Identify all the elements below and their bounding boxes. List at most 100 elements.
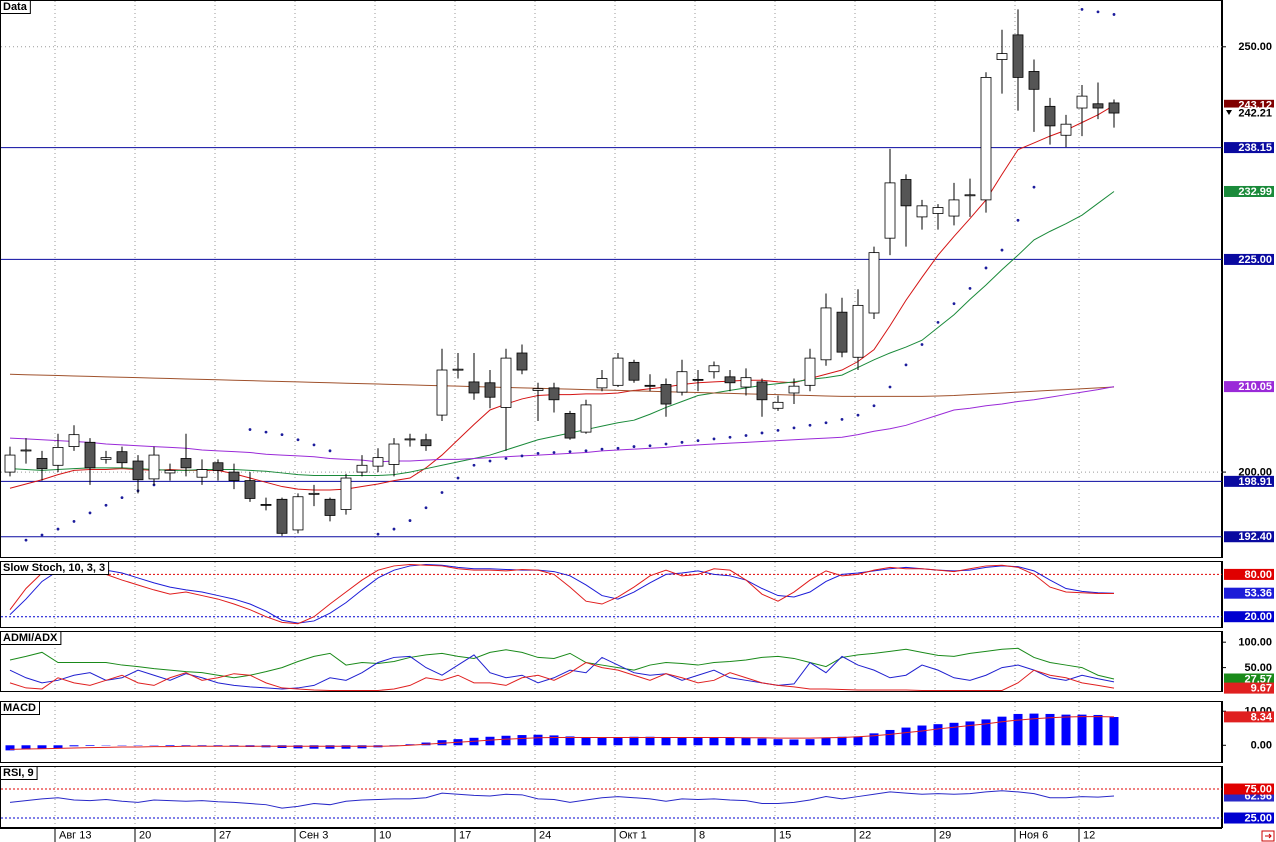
sar-dot (280, 433, 284, 437)
histogram-bar (725, 737, 735, 746)
x-tick-label: 8 (699, 829, 705, 841)
sar-dot (104, 503, 108, 507)
sar-dot (72, 520, 76, 523)
value-label-box (1224, 790, 1274, 802)
sar-dot (408, 519, 412, 522)
x-tick-label: 24 (539, 829, 551, 841)
histogram-bar (1109, 717, 1119, 746)
candle-body (692, 378, 704, 381)
sar-dot (392, 527, 396, 531)
candle-body (420, 439, 432, 447)
histogram-bar (165, 745, 175, 746)
histogram-bar (933, 724, 943, 746)
x-tick-label: 15 (779, 829, 791, 841)
sar-dot (456, 476, 460, 480)
sar-dot (488, 459, 492, 463)
value-label: 192.40 (1238, 531, 1272, 543)
sar-dot (568, 450, 572, 454)
x-tick-label: Окт 1 (619, 829, 647, 841)
candle-body (148, 454, 160, 480)
sar-dot (440, 491, 444, 494)
histogram-bar (821, 737, 831, 746)
histogram-bar (5, 745, 15, 751)
candle-body (884, 182, 896, 239)
candle-body (468, 381, 480, 394)
candle-body (804, 357, 816, 386)
candle-body (388, 443, 400, 465)
value-label-box (1224, 253, 1274, 265)
sar-dot (296, 438, 300, 442)
candle-body (1044, 105, 1056, 127)
candle-body (244, 480, 256, 499)
indicator-line (9, 790, 1115, 809)
candle-body (340, 477, 352, 510)
candle-body (916, 205, 928, 218)
value-label-box (1224, 812, 1274, 824)
sar-dot (24, 538, 28, 542)
histogram-bar (997, 716, 1007, 746)
sar-dot (552, 451, 556, 454)
histogram-bar (917, 725, 927, 746)
histogram-bar (485, 736, 495, 746)
candle-body (4, 454, 16, 473)
sar-dot (712, 437, 716, 441)
histogram-bar (613, 737, 623, 746)
histogram-bar (981, 719, 991, 746)
candle-body (516, 352, 528, 371)
histogram-bar (181, 745, 191, 746)
panel-title-box (0, 631, 62, 645)
candle-body (324, 498, 336, 516)
candle-body (52, 447, 64, 466)
value-label-box (1224, 568, 1274, 580)
value-label: 80.00 (1244, 569, 1272, 581)
candle-body (932, 207, 944, 214)
candle-body (228, 471, 240, 481)
candle-body (308, 492, 320, 495)
histogram-bar (1013, 713, 1023, 746)
candle-body (548, 387, 560, 401)
indicator-line (9, 191, 1115, 476)
histogram-bar (677, 737, 687, 746)
x-tick-label: 27 (219, 829, 231, 841)
sar-dot (536, 451, 540, 455)
sar-dot (312, 443, 316, 447)
value-label: 53.36 (1244, 588, 1272, 600)
histogram-bar (325, 745, 335, 749)
candle-body (868, 252, 880, 314)
candle-body (100, 457, 112, 460)
sar-dot (632, 445, 636, 448)
sar-dot (680, 440, 684, 444)
candle-body (116, 451, 128, 464)
panel-title-box (0, 561, 110, 575)
histogram-bar (341, 745, 351, 749)
value-label: 75.00 (1244, 783, 1272, 795)
sar-dot (376, 532, 380, 536)
candle-body (644, 384, 656, 387)
candle-body (356, 464, 368, 473)
panel-title: MACD (3, 702, 36, 714)
candle-body (740, 377, 752, 388)
value-label: 210.05 (1238, 381, 1272, 393)
sar-dot (248, 428, 252, 431)
candle-body (852, 304, 864, 358)
sar-dot (792, 426, 796, 430)
candle-body (36, 458, 48, 470)
sar-dot (920, 343, 924, 346)
y-tick-label: 50.00 (1244, 662, 1272, 674)
histogram-bar (789, 739, 799, 746)
sar-dot (584, 449, 588, 453)
candle-body (452, 368, 464, 371)
histogram-bar (517, 735, 527, 746)
value-label: 9.67 (1251, 683, 1272, 695)
histogram-bar (565, 736, 575, 746)
value-label: 242.21 (1238, 107, 1272, 119)
sar-dot (728, 435, 732, 439)
value-label-box (1224, 381, 1274, 393)
histogram-bar (37, 745, 47, 749)
histogram-bar (741, 737, 751, 746)
x-tick-label: Сен 3 (299, 829, 328, 841)
histogram-bar (661, 737, 671, 746)
histogram-bar (581, 737, 591, 746)
